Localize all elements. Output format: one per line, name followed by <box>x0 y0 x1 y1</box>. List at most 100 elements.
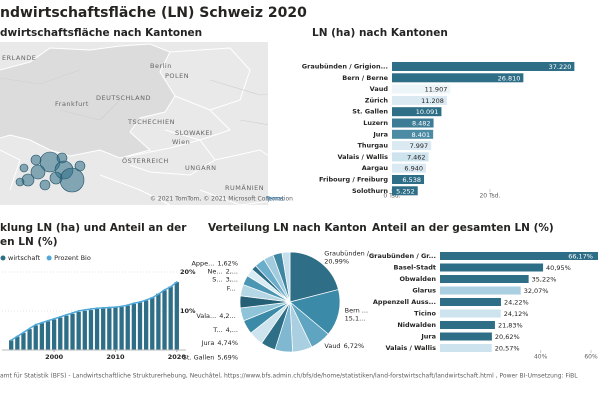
pie-value-label: 2,... <box>226 267 238 275</box>
category-label: Aargau <box>362 164 389 172</box>
category-label: Obwalden <box>400 275 437 283</box>
x-tick-label: 20 Tsd. <box>479 193 500 200</box>
category-label: Glarus <box>412 287 436 295</box>
value-label: 21,83% <box>498 322 523 330</box>
legend-label: Prozent Bio <box>54 254 91 262</box>
bar <box>125 305 130 350</box>
bar <box>51 319 57 350</box>
bar <box>162 290 167 350</box>
bar <box>101 308 106 350</box>
bar <box>440 309 501 318</box>
point <box>89 308 92 311</box>
pie-slice <box>289 251 339 303</box>
y2-tick-label: 10% <box>180 307 196 315</box>
category-label: Bern / Berne <box>342 74 388 82</box>
map-label: ERLANDE <box>2 54 36 62</box>
pie-label: St. Gallen <box>183 354 215 362</box>
pie-label: Vala... <box>196 312 216 320</box>
value-label: 11.208 <box>421 97 444 105</box>
chart-title: LN (ha) nach Kantonen <box>312 27 448 39</box>
value-label: 26.810 <box>498 74 521 82</box>
point <box>40 321 43 324</box>
legend-marker <box>46 255 52 261</box>
point <box>139 301 141 304</box>
bar <box>143 300 149 350</box>
pie-value-label: 4,... <box>226 326 238 334</box>
x-tick-label: 60% <box>584 354 598 361</box>
category-label: Fribourg / Freiburg <box>319 176 388 184</box>
chart-title: en LN (%) <box>0 236 58 248</box>
point <box>108 306 111 309</box>
value-label: 24,12% <box>504 310 529 318</box>
map-copyright: © 2021 TomTom, © 2021 Microsoft Corporat… <box>150 196 293 203</box>
point <box>114 306 117 309</box>
x-tick-label: 2010 <box>106 353 125 361</box>
value-label: 20,57% <box>495 345 520 353</box>
bar <box>131 303 137 350</box>
map-label: SLOWAKEI <box>175 129 212 137</box>
point <box>163 288 166 291</box>
point <box>47 319 49 322</box>
pie-value-label: 4,74% <box>217 339 238 347</box>
bar <box>168 286 173 350</box>
bar <box>70 313 75 350</box>
bar <box>137 302 143 350</box>
bar <box>82 310 87 350</box>
bar <box>15 336 20 350</box>
pie-slice <box>281 251 291 303</box>
category-label: Vaud <box>370 85 389 93</box>
bar <box>88 310 94 350</box>
point <box>169 285 172 288</box>
bar <box>392 73 524 83</box>
bar <box>119 306 124 350</box>
bar <box>156 293 161 350</box>
bar <box>33 325 38 350</box>
point <box>145 299 148 302</box>
pie-slice <box>289 289 341 335</box>
value-label: 5.252 <box>396 187 415 195</box>
x-tick-label: 40% <box>534 354 548 361</box>
point <box>77 310 80 312</box>
map-label: DEUTSCHLAND <box>96 94 151 102</box>
value-label: 6.538 <box>402 176 421 184</box>
map-label: POLEN <box>165 72 189 80</box>
point <box>59 315 62 318</box>
bar <box>27 329 32 350</box>
bar <box>94 308 100 350</box>
bar <box>76 311 81 350</box>
bar <box>440 275 529 283</box>
value-label: 37.220 <box>549 63 572 71</box>
map-label: UNGARN <box>185 164 216 172</box>
bar <box>392 118 434 128</box>
point <box>120 305 123 308</box>
point <box>53 317 56 320</box>
bar <box>113 307 118 350</box>
bar <box>107 308 112 350</box>
bar <box>39 323 45 350</box>
point <box>157 293 160 296</box>
value-label: 7.462 <box>407 153 426 161</box>
bar <box>150 297 155 350</box>
pie-value-label: 6,72% <box>344 342 365 350</box>
category-label: Graubünden / Gr... <box>369 252 436 260</box>
category-label: Appenzell Auss... <box>373 298 436 306</box>
category-label: Ticino <box>414 310 436 318</box>
map-label: Berlin <box>150 62 172 70</box>
bar <box>58 317 63 350</box>
point <box>102 306 105 309</box>
bar <box>45 321 51 350</box>
pie-value-label: 3,... <box>226 275 238 283</box>
category-label: Zürich <box>365 96 389 104</box>
bar <box>392 186 418 196</box>
pie-label: Bern ... <box>345 306 368 314</box>
value-label: 40,95% <box>546 264 571 272</box>
bar <box>440 252 598 260</box>
map-terms[interactable]: Terms <box>265 196 284 203</box>
pie-label: Vaud <box>324 342 340 350</box>
chart-title: Verteilung LN nach Kanton <box>208 222 367 234</box>
bar <box>21 332 26 350</box>
category-label: Basel-Stadt <box>394 264 436 272</box>
category-label: Valais / Wallis <box>337 153 388 161</box>
pie-value-label: 4,2... <box>219 312 236 320</box>
